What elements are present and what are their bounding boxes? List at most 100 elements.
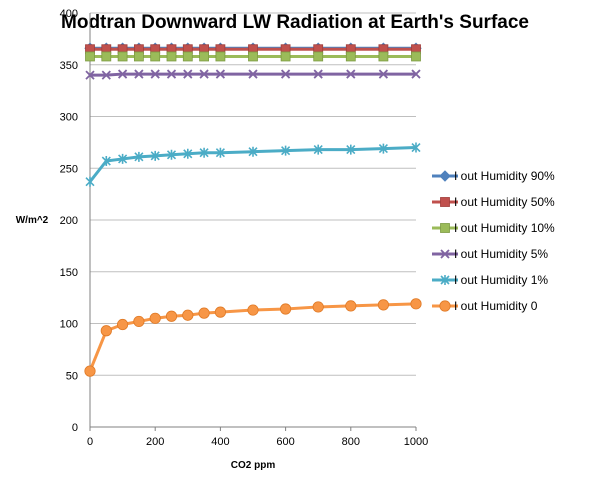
legend-item: I out Humidity 5% [432, 247, 548, 261]
data-point [346, 144, 356, 155]
data-point [101, 156, 111, 167]
data-point [150, 69, 160, 79]
data-point [199, 147, 209, 158]
data-point [280, 69, 291, 79]
y-tick-label: 250 [60, 163, 78, 175]
data-point [345, 300, 357, 312]
data-point [183, 69, 193, 79]
y-tick-label: 200 [60, 215, 78, 227]
data-point [313, 69, 323, 79]
data-point [182, 309, 194, 321]
legend-label: I out Humidity 10% [454, 221, 555, 235]
legend-swatch-marker [440, 249, 450, 259]
x-tick-label: 400 [211, 436, 229, 448]
x-tick-label: 1000 [404, 436, 428, 448]
legend-item: I out Humidity 90% [432, 169, 555, 183]
gridlines [90, 12, 416, 376]
data-point [378, 69, 389, 79]
data-point [312, 301, 324, 313]
legend-item: I out Humidity 10% [432, 221, 555, 235]
legend-item: I out Humidity 50% [432, 195, 555, 209]
y-tick-label: 0 [72, 422, 78, 434]
y-axis-label: W/m^2 [16, 215, 49, 226]
data-point [84, 365, 96, 377]
data-point [165, 310, 178, 322]
data-point [85, 70, 95, 80]
x-tick-label: 600 [276, 436, 294, 448]
data-point [247, 304, 259, 316]
series-2 [85, 51, 421, 62]
chart-title: Modtran Downward LW Radiation at Earth's… [61, 12, 529, 33]
x-axis-label: CO2 ppm [231, 460, 276, 471]
data-point [117, 51, 128, 62]
legend-swatch-marker [440, 275, 450, 285]
x-tick-label: 800 [342, 436, 360, 448]
data-point [150, 51, 161, 62]
data-point [214, 306, 226, 318]
x-tick-labels: 0 200 400 600 800 1000 [87, 436, 428, 448]
data-point [101, 51, 112, 62]
data-point [149, 312, 161, 324]
data-point [134, 69, 144, 79]
data-point [411, 51, 421, 62]
data-point [215, 69, 226, 79]
data-point [133, 315, 145, 328]
legend-item: I out Humidity 1% [432, 273, 548, 287]
data-point [166, 69, 177, 79]
data-point [182, 51, 193, 62]
data-point [150, 150, 160, 161]
legend-label: I out Humidity 90% [454, 169, 555, 183]
data-point [134, 151, 144, 162]
data-point [248, 146, 258, 157]
data-point [199, 51, 210, 62]
y-tick-label: 350 [60, 60, 78, 72]
data-point [378, 143, 388, 154]
axes [89, 13, 417, 431]
x-tick-label: 0 [87, 436, 93, 448]
data-point [85, 176, 95, 187]
legend-item: I out Humidity 0 [432, 299, 538, 313]
data-point [313, 144, 323, 155]
data-point [279, 303, 292, 315]
y-tick-label: 300 [60, 112, 78, 124]
data-point [117, 318, 129, 331]
data-point [166, 149, 177, 160]
data-point [377, 299, 389, 311]
data-point [101, 70, 111, 80]
y-tick-label: 150 [60, 267, 78, 279]
series-group [84, 42, 422, 377]
data-point [248, 69, 258, 79]
series-5 [84, 298, 422, 377]
legend-swatch-marker [439, 170, 451, 182]
legend-label: I out Humidity 0 [454, 299, 538, 313]
data-point [280, 51, 291, 62]
data-point [410, 298, 422, 310]
data-point [215, 147, 225, 158]
x-tick-label: 200 [146, 436, 164, 448]
data-point [118, 153, 128, 164]
legend: I out Humidity 90% I out Humidity 50% I ou… [432, 169, 555, 313]
series-3 [85, 69, 421, 80]
data-point [345, 51, 356, 62]
y-tick-label: 400 [60, 8, 78, 20]
data-point [166, 51, 177, 62]
series-4 [85, 142, 421, 187]
legend-label: I out Humidity 5% [454, 247, 548, 261]
data-point [85, 51, 95, 62]
legend-label: I out Humidity 1% [454, 273, 548, 287]
data-point [378, 51, 389, 62]
data-point [117, 69, 128, 79]
legend-swatch-marker [440, 197, 450, 207]
legend-swatch-marker [439, 300, 451, 312]
y-tick-label: 100 [60, 319, 78, 331]
data-point [411, 69, 421, 79]
legend-label: I out Humidity 50% [454, 195, 555, 209]
data-point [411, 142, 421, 153]
y-tick-label: 50 [66, 370, 78, 382]
data-point [281, 145, 291, 156]
legend-swatch-marker [440, 223, 450, 233]
y-tick-labels: 0 50 100 150 200 250 300 350 400 [60, 8, 78, 434]
data-point [133, 51, 144, 62]
data-point [198, 307, 210, 319]
